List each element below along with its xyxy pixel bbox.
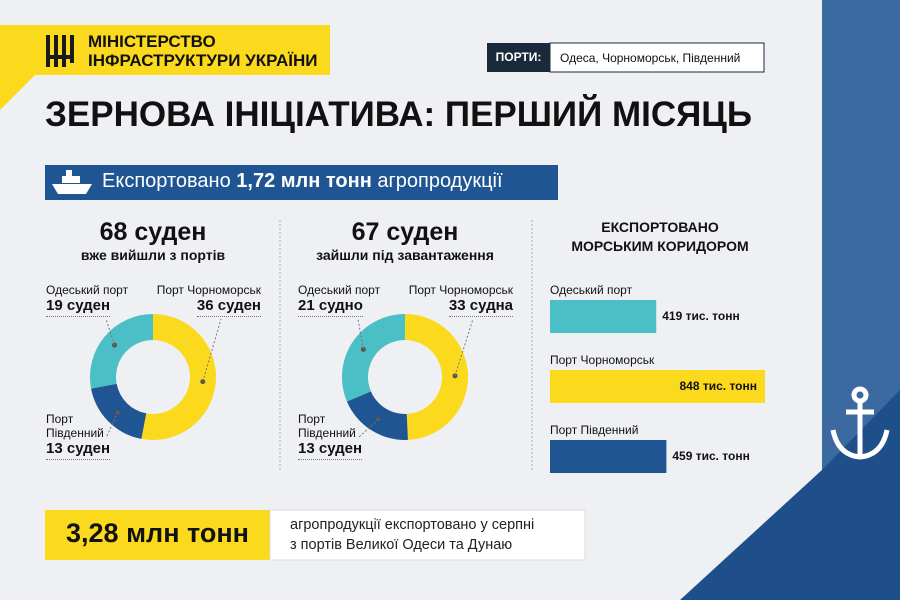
total-box	[45, 510, 270, 560]
slice-category: Порт Чорноморськ	[408, 283, 513, 297]
bar-value: 459 тис. тонн	[672, 449, 750, 463]
slice-value-wrap: 13 суден	[298, 440, 368, 460]
leader-line	[105, 412, 119, 439]
total-text-line: агропродукції експортовано у серпні	[290, 517, 535, 533]
ship-icon	[52, 170, 92, 194]
slice-value-wrap: 33 судна	[409, 297, 513, 317]
ministry-line: МІНІСТЕРСТВО	[88, 32, 216, 51]
bar-value: 848 тис. тонн	[679, 379, 758, 393]
bar	[550, 440, 667, 473]
title: ЗЕРНОВА ІНІЦІАТИВА: ПЕРШИЙ МІСЯЦЬ	[45, 95, 753, 134]
bar-category: Порт Чорноморськ	[550, 353, 655, 367]
bar-category: Одеський порт	[550, 283, 633, 297]
slice-value: 19 суден	[46, 297, 111, 317]
slice-value: 33 судна	[448, 297, 513, 317]
slice-category: Порт Південний	[46, 412, 104, 440]
chart-title: 67 суден	[351, 218, 459, 246]
total: 3,28 млн тонн	[66, 518, 249, 548]
chart-title: ЕКСПОРТОВАНО МОРСЬКИМ КОРИДОРОМ	[571, 219, 749, 254]
bar-value: 419 тис. тонн	[662, 309, 740, 323]
chart-title: 68 суден	[99, 218, 207, 246]
slice-category: Одеський порт	[46, 283, 129, 297]
ministry-line: ІНФРАСТРУКТУРИ УКРАЇНИ	[88, 51, 318, 70]
bar-category: Порт Південний	[550, 423, 639, 437]
ports-box	[549, 42, 765, 73]
leader-line	[202, 318, 222, 382]
slice-value: 13 суден	[298, 440, 363, 460]
slice-label: Порт Чорноморськ 33 судна	[408, 283, 513, 317]
slice-label: Порт Південний 13 суден	[46, 412, 116, 460]
donut-segment	[141, 314, 216, 440]
bar	[550, 370, 765, 403]
header-band	[0, 25, 330, 110]
leader-line	[357, 318, 364, 350]
logo	[46, 35, 74, 67]
ports-label-box	[487, 43, 550, 72]
total-text: агропродукції експортовано у серпні з по…	[290, 515, 534, 555]
slice-label: Порт Південний 13 суден	[298, 412, 368, 460]
slice-value-wrap: 21 судно	[298, 297, 380, 317]
ports: Одеса, Чорноморськ, Південний	[560, 51, 741, 65]
slice-value: 13 суден	[46, 440, 111, 460]
slice-label: Одеський порт 19 суден	[46, 283, 129, 317]
leader-line	[357, 418, 379, 439]
chart-subtitle: вже вийшли з портів	[80, 247, 226, 263]
donut-segment	[405, 314, 469, 440]
slice-label: Одеський порт 21 судно	[298, 283, 381, 317]
donut-segment	[346, 391, 408, 440]
banner	[45, 165, 558, 200]
slice-value-wrap: 13 суден	[46, 440, 116, 460]
ports-label: ПОРТИ:	[495, 50, 542, 64]
slice-value: 21 судно	[298, 297, 363, 317]
anchor-icon	[830, 386, 890, 460]
slice-category: Одеський порт	[298, 283, 381, 297]
slice-label: Порт Чорноморськ 36 суден	[156, 283, 261, 317]
total-text-box	[269, 509, 586, 561]
side-band-dark	[680, 390, 900, 600]
leader-line	[454, 318, 474, 376]
donut-segment	[341, 314, 405, 402]
leader-line	[105, 318, 116, 346]
banner-text: Експортовано 1,72 млн тонн агропродукції	[102, 170, 503, 193]
slice-value-wrap: 36 суден	[157, 297, 261, 317]
banner-part: Експортовано	[102, 170, 231, 192]
ministry-name: МІНІСТЕРСТВО ІНФРАСТРУКТУРИ УКРАЇНИ	[88, 32, 317, 70]
bar	[550, 300, 657, 333]
slice-value: 36 суден	[196, 297, 261, 317]
chart-subtitle: зайшли під завантаження	[316, 247, 494, 263]
banner-part: агропродукції	[377, 170, 503, 192]
slice-category: Порт Південний	[298, 412, 356, 440]
slice-value-wrap: 19 суден	[46, 297, 128, 317]
donut-segment	[89, 314, 153, 389]
total-text-line: з портів Великої Одеси та Дунаю	[290, 537, 513, 553]
slice-category: Порт Чорноморськ	[156, 283, 261, 297]
banner-highlight: 1,72 млн тонн	[236, 170, 372, 192]
